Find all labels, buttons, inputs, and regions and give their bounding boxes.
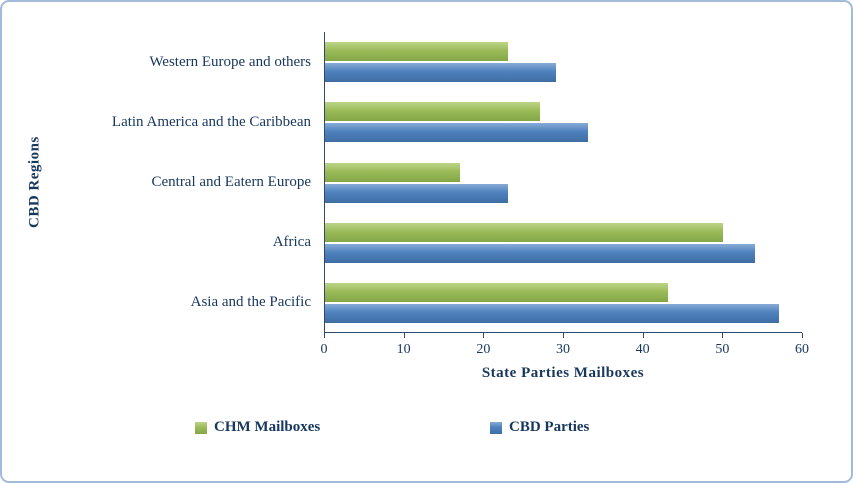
x-axis-tick-label: 0: [320, 342, 328, 357]
bar-chm-mailboxes: [325, 222, 724, 242]
x-axis-tick: [642, 333, 644, 338]
legend-label-cbd-parties: CBD Parties: [509, 419, 590, 435]
legend-label-chm-mailboxes: CHM Mailboxes: [214, 419, 321, 435]
bar-cbd-parties: [325, 63, 557, 83]
category-label: Central and Eatern Europe: [151, 173, 311, 190]
bar-cbd-parties: [325, 123, 588, 143]
bar-chm-mailboxes: [325, 162, 461, 182]
bar-chm-mailboxes: [325, 102, 541, 122]
y-axis-title: CBD Regions: [26, 136, 43, 229]
x-axis-tick: [483, 333, 485, 338]
legend-swatch-chm-mailboxes: [195, 421, 207, 434]
x-axis-tick-label: 10: [396, 342, 411, 357]
x-axis-tick-label: 60: [795, 342, 809, 357]
x-axis-tick-label: 40: [635, 342, 650, 357]
category-label: Africa: [272, 234, 311, 251]
bar-cbd-parties: [325, 183, 509, 203]
bar-chm-mailboxes: [325, 42, 509, 62]
legend-item-cbd-parties: CBD Parties: [490, 419, 589, 436]
x-axis-tick: [324, 333, 325, 338]
x-axis-title: State Parties Mailboxes: [481, 365, 645, 381]
category-label: Western Europe and others: [149, 53, 311, 70]
x-axis-tick: [802, 333, 803, 338]
legend-item-chm-mailboxes: CHM Mailboxes: [195, 419, 320, 436]
category-label: Asia and the Pacific: [190, 294, 311, 311]
category-label: Latin America and the Caribbean: [111, 113, 311, 130]
x-axis-tick-label: 50: [715, 342, 730, 357]
bar-chm-mailboxes: [325, 282, 668, 302]
plot-area: [324, 32, 802, 333]
x-axis-tick: [722, 333, 724, 338]
legend-swatch-cbd-parties: [490, 421, 502, 434]
x-axis-tick: [563, 333, 564, 338]
x-axis-tick-label: 20: [476, 342, 491, 357]
category-axis: Western Europe and others Latin America a…: [60, 32, 318, 333]
bar-cbd-parties: [325, 243, 756, 263]
x-axis-tick: [403, 333, 405, 338]
x-axis-tick-label: 30: [556, 342, 570, 357]
bar-cbd-parties: [325, 303, 780, 323]
